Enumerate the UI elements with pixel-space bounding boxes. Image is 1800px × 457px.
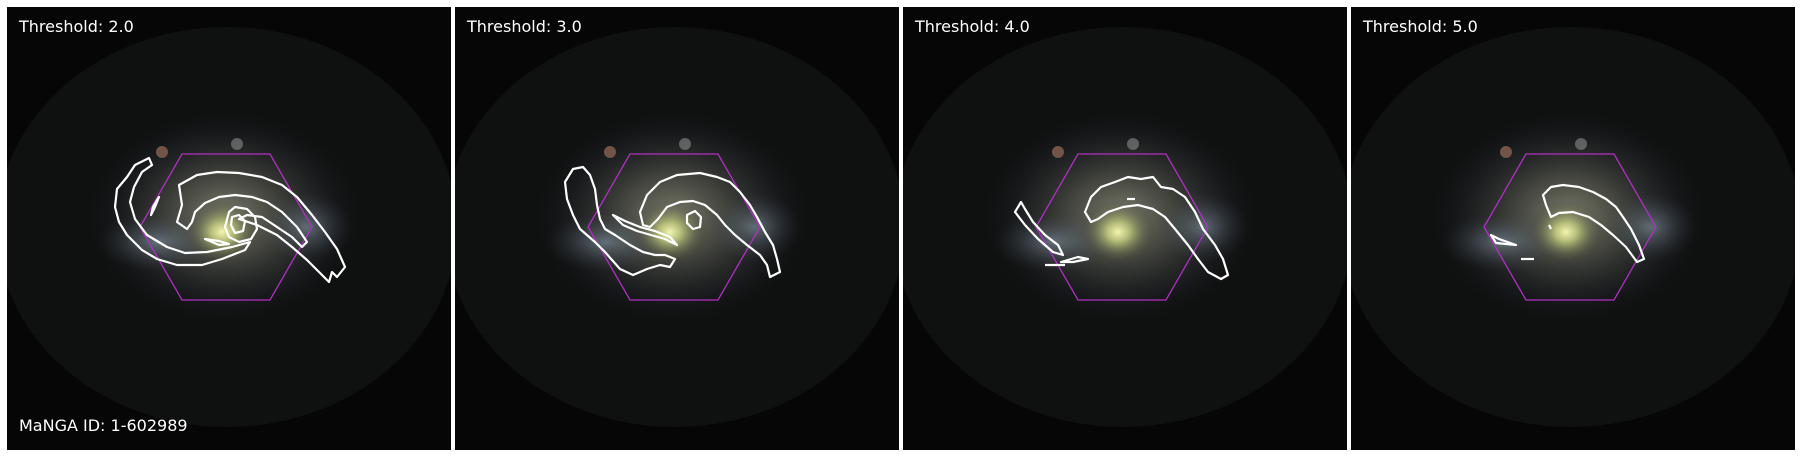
galaxy-panel-3: Threshold: 4.0 xyxy=(903,7,1347,450)
galaxy-panel-2: Threshold: 3.0 xyxy=(455,7,899,450)
galaxy-panel-1: Threshold: 2.0 MaNGA ID: 1-602989 xyxy=(7,7,451,450)
contour-lines xyxy=(563,165,782,279)
threshold-label: Threshold: 5.0 xyxy=(1363,17,1478,36)
contour-lines xyxy=(113,156,347,284)
contour-lines xyxy=(1013,175,1230,281)
contour-outer-arm xyxy=(113,156,252,267)
threshold-label: Threshold: 4.0 xyxy=(915,17,1030,36)
galaxy-image xyxy=(7,7,451,450)
ifu-hexagon xyxy=(1035,153,1209,301)
ifu-hexagon xyxy=(587,153,761,301)
galaxy-image xyxy=(1351,7,1795,450)
galaxy-image xyxy=(903,7,1347,450)
contour-lines xyxy=(1489,183,1646,264)
ifu-hexagon xyxy=(1483,153,1657,301)
contour-outer-arm xyxy=(1013,200,1065,257)
galaxy-panel-4: Threshold: 5.0 xyxy=(1351,7,1795,450)
threshold-label: Threshold: 3.0 xyxy=(467,17,582,36)
contour-main-arm xyxy=(1083,175,1230,281)
contour-main-arm xyxy=(638,171,782,279)
threshold-label: Threshold: 2.0 xyxy=(19,17,134,36)
contour-outer-arm xyxy=(563,165,677,277)
contour-main-arm xyxy=(1541,183,1646,264)
contour-main-arm xyxy=(175,170,347,284)
manga-id-label: MaNGA ID: 1-602989 xyxy=(19,416,188,435)
galaxy-image xyxy=(455,7,899,450)
